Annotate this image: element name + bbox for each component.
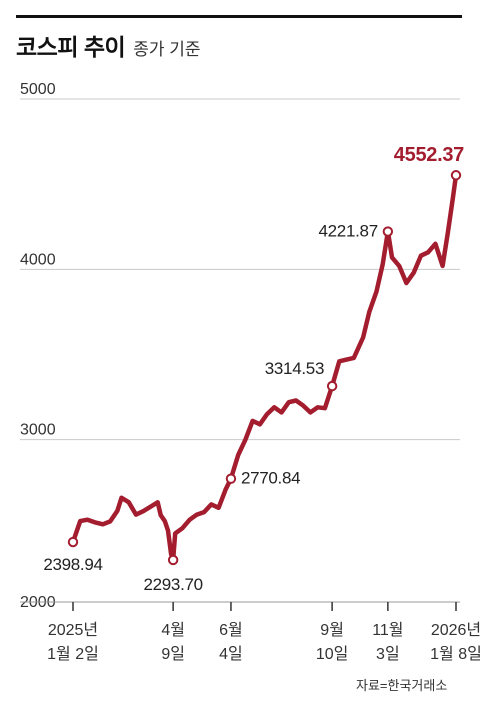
chart-header: 코스피 추이 종가 기준: [16, 28, 201, 62]
annotation-marker-5: [450, 170, 462, 181]
annotation-marker-2: [225, 473, 237, 484]
x-tick-label-1-line2: 9일: [161, 645, 185, 663]
x-tick-label-2-line2: 4일: [219, 645, 243, 663]
annotation-label-3: 3314.53: [265, 359, 324, 378]
x-tick-label-4-line2: 3일: [376, 645, 400, 663]
annotation-marker-1: [167, 554, 179, 566]
line-layer: [70, 172, 459, 563]
x-axis-layer: 2025년 1월 2일 4월 9일 6월 4일 9월 10일 11월 3일 2026년 1월 8일: [20, 601, 480, 663]
annotation-layer: 2398.94 2293.70 2770.84 3314.53 4221.87 4552.…: [43, 144, 464, 594]
x-tick-label-3-line1: 9월: [320, 621, 344, 639]
kospi-series-line: [70, 172, 459, 563]
x-tick-label-2-line1: 6월: [219, 621, 243, 639]
annotation-label-2: 2770.84: [241, 469, 300, 488]
x-tick-label-4-line1: 11월: [372, 621, 403, 639]
x-tick-label-1-line1: 4월: [161, 621, 185, 639]
header-rule: [16, 15, 462, 18]
x-tick-label-5-line1: 2026년: [431, 621, 480, 639]
annotation-label-0: 2398.94: [43, 555, 102, 574]
y-tick-label-5000: 5000: [20, 81, 56, 98]
x-tick-label-0-line1: 2025년: [48, 621, 98, 639]
annotation-label-1: 2293.70: [143, 575, 202, 594]
annotation-marker-3: [326, 380, 338, 392]
annotation-label-4: 4221.87: [319, 222, 378, 241]
annotation-marker-0: [67, 536, 79, 548]
y-tick-label-4000: 4000: [20, 251, 56, 268]
chart-title: 코스피 추이: [16, 34, 126, 60]
x-tick-label-0-line2: 1월 2일: [47, 645, 99, 663]
source-note: 자료=한국거래소: [356, 678, 448, 693]
chart-subtitle: 종가 기준: [133, 40, 201, 59]
x-tick-label-3-line2: 10일: [316, 645, 349, 663]
annotation-marker-4: [382, 226, 394, 237]
annotation-label-5: 4552.37: [394, 144, 464, 166]
y-tick-label-3000: 3000: [20, 422, 56, 439]
x-tick-label-5-line2: 1월 8일: [430, 645, 480, 663]
